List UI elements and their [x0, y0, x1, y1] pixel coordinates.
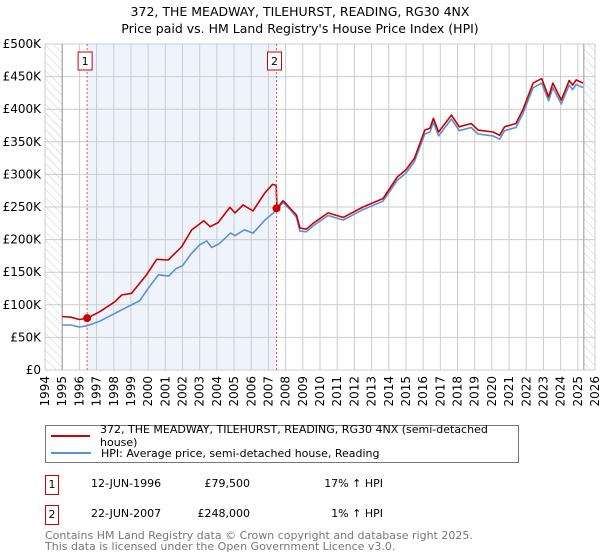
- y-tick-label: £200K: [3, 233, 43, 247]
- x-tick-label: 2022: [519, 376, 533, 407]
- x-tick-label: 2026: [588, 376, 600, 407]
- y-tick-label: £500K: [3, 37, 43, 51]
- chart-title: 372, THE MEADWAY, TILEHURST, READING, RG…: [130, 4, 470, 19]
- x-tick-label: 2020: [485, 376, 499, 407]
- x-tick-label: 2017: [433, 376, 447, 407]
- sale-1-point: [83, 314, 92, 323]
- sale-hpi-diff: 1% ↑ HPI: [331, 507, 383, 520]
- legend-swatch-red: [51, 435, 90, 437]
- sale-row-2: 2 22-JUN-2007 £248,000 1% ↑ HPI: [45, 505, 525, 525]
- x-tick-label: 2005: [227, 376, 241, 407]
- x-tick-label: 2007: [261, 376, 275, 407]
- sale-2-point: [272, 204, 281, 213]
- legend-item-hpi: HPI: Average price, semi-detached house,…: [46, 445, 380, 461]
- chart-subtitle: Price paid vs. HM Land Registry's House …: [121, 21, 479, 36]
- sale-marker-badge: 1: [45, 475, 59, 495]
- sale-hpi-diff: 17% ↑ HPI: [324, 477, 383, 490]
- x-tick-label: 1998: [107, 376, 121, 407]
- y-tick-label: £250K: [3, 200, 43, 214]
- footer: Contains HM Land Registry data © Crown c…: [45, 529, 473, 553]
- x-tick-label: 1996: [72, 376, 86, 407]
- x-tick-label: 2025: [571, 376, 585, 407]
- legend: 372, THE MEADWAY, TILEHURST, READING, RG…: [45, 423, 519, 463]
- y-tick-label: £300K: [3, 167, 43, 181]
- x-tick-label: 1997: [90, 376, 104, 407]
- x-tick-label: 2008: [279, 376, 293, 407]
- legend-item-property: 372, THE MEADWAY, TILEHURST, READING, RG…: [46, 423, 518, 449]
- x-tick-label: 2000: [141, 376, 155, 407]
- x-tick-label: 2021: [502, 376, 516, 407]
- legend-label-property: 372, THE MEADWAY, TILEHURST, READING, RG…: [100, 423, 488, 449]
- x-tick-label: 2010: [313, 376, 327, 407]
- property-price-line: [62, 77, 584, 321]
- sale-2-badge-label: 2: [271, 55, 278, 68]
- sale-1-badge-label: 1: [82, 55, 89, 68]
- x-tick-label: 2013: [365, 376, 379, 407]
- x-tick-label: 2001: [158, 376, 172, 407]
- hpi-line: [62, 82, 584, 328]
- x-tick-label: 2012: [347, 376, 361, 407]
- sale-row-1: 1 12-JUN-1996 £79,500 17% ↑ HPI: [45, 475, 525, 495]
- x-tick-label: 2023: [536, 376, 550, 407]
- legend-swatch-blue: [51, 452, 91, 454]
- x-tick-label: 2002: [176, 376, 190, 407]
- x-tick-label: 1999: [124, 376, 138, 407]
- x-tick-label: 2003: [193, 376, 207, 407]
- sale-price: £248,000: [197, 507, 251, 520]
- sale-price: £79,500: [204, 477, 251, 490]
- x-tick-label: 1994: [38, 376, 52, 407]
- x-tick-label: 2015: [399, 376, 413, 407]
- y-tick-label: £50K: [10, 330, 42, 344]
- sale-2-badge: [267, 51, 283, 71]
- footer-copyright: Contains HM Land Registry data © Crown c…: [45, 529, 473, 542]
- x-tick-label: 2004: [210, 376, 224, 407]
- y-tick-label: £350K: [3, 135, 43, 149]
- x-tick-label: 2019: [468, 376, 482, 407]
- y-tick-label: £100K: [3, 298, 43, 312]
- y-tick-label: £0: [26, 363, 41, 377]
- x-tick-label: 2006: [244, 376, 258, 407]
- x-tick-label: 2018: [451, 376, 465, 407]
- x-tick-label: 2014: [382, 376, 396, 407]
- x-tick-label: 2009: [296, 376, 310, 407]
- sale-date: 12-JUN-1996: [91, 477, 162, 490]
- sale-marker-badge: 2: [45, 505, 59, 525]
- y-tick-label: £400K: [3, 102, 43, 116]
- x-tick-label: 2011: [330, 376, 344, 407]
- x-tick-label: 2024: [554, 376, 568, 407]
- y-tick-label: £450K: [3, 70, 43, 84]
- sale-1-badge: [77, 51, 93, 71]
- legend-label-hpi: HPI: Average price, semi-detached house,…: [101, 446, 380, 460]
- x-tick-label: 2016: [416, 376, 430, 407]
- y-tick-label: £150K: [3, 265, 43, 279]
- footer-licence: This data is licensed under the Open Gov…: [45, 539, 396, 553]
- x-tick-label: 1995: [55, 376, 69, 407]
- sale-date: 22-JUN-2007: [91, 507, 162, 520]
